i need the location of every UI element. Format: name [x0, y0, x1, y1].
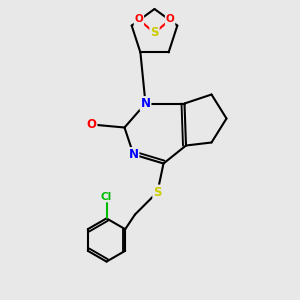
Text: S: S	[153, 185, 162, 199]
Text: O: O	[134, 14, 143, 25]
Text: N: N	[128, 148, 139, 161]
Text: S: S	[150, 26, 159, 40]
Text: Cl: Cl	[101, 191, 112, 202]
Text: O: O	[86, 118, 97, 131]
Text: O: O	[166, 14, 175, 25]
Text: N: N	[140, 97, 151, 110]
